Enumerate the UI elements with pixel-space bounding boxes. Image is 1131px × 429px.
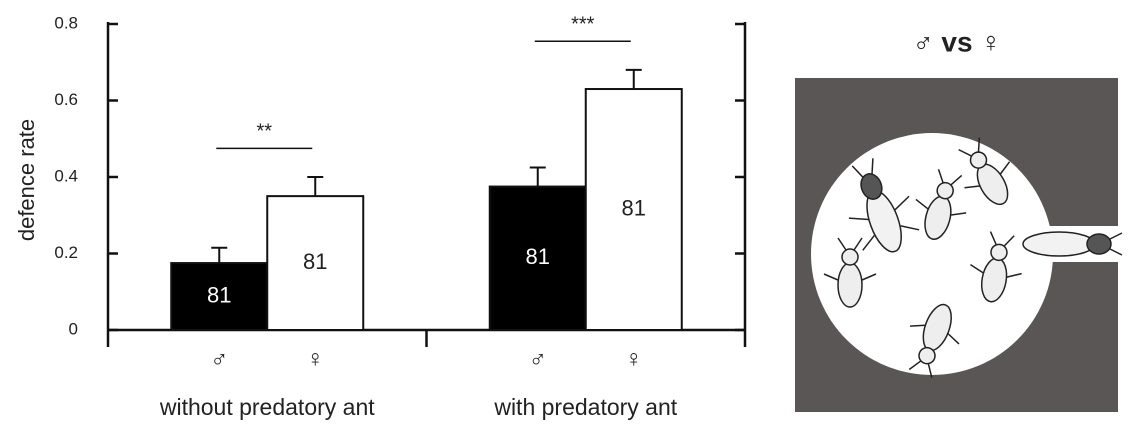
y-axis-label: defence rate (14, 119, 39, 241)
significance-label: ** (256, 121, 272, 143)
y-tick-label: 0.2 (54, 243, 78, 262)
sample-size: 81 (303, 249, 327, 274)
termites (823, 137, 1123, 378)
sample-size: 81 (622, 195, 646, 220)
bar (584, 88, 683, 332)
y-tick-label: 0.6 (54, 90, 78, 109)
x-tick-label: ♀ (625, 345, 643, 372)
group-label: without predatory ant (159, 394, 375, 420)
group-label: with predatory ant (493, 394, 677, 420)
y-tick-label: 0.8 (54, 13, 78, 32)
sample-size: 81 (526, 244, 550, 269)
sample-size: 81 (207, 282, 231, 307)
y-tick-label: 0 (69, 319, 78, 338)
bar (488, 185, 587, 331)
bar (266, 195, 365, 331)
x-tick-label: ♂ (210, 345, 228, 372)
x-tick-label: ♂ (529, 345, 547, 372)
x-tick-label: ♀ (306, 345, 324, 372)
y-tick-label: 0.4 (54, 166, 78, 185)
significance-label: *** (571, 13, 595, 35)
diagram: ♂ vs ♀ (795, 26, 1123, 412)
diagram-title: ♂ vs ♀ (913, 26, 1002, 57)
